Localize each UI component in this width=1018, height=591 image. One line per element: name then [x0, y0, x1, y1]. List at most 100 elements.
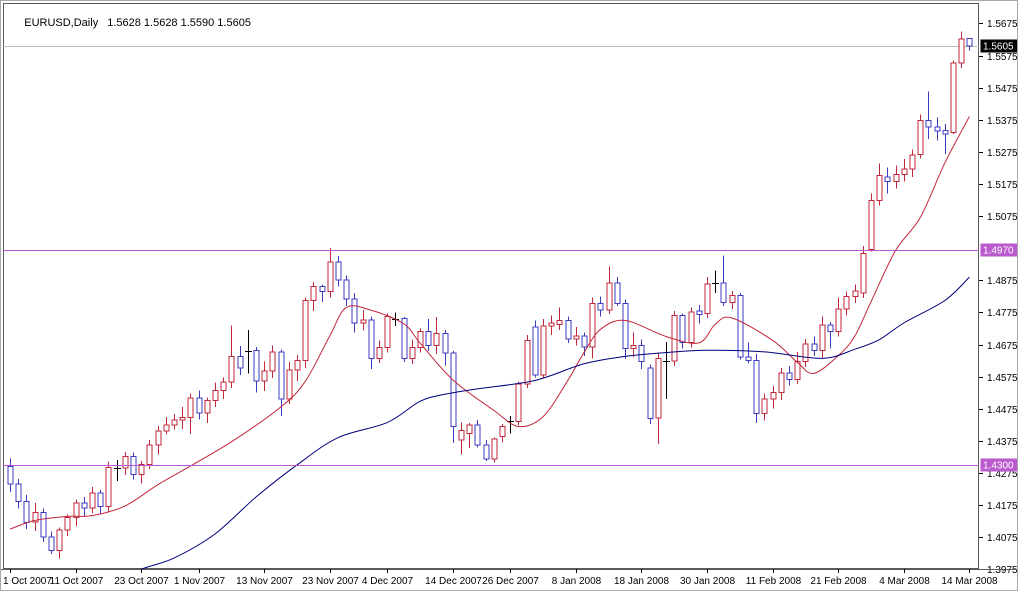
price-tick-label: 1.3975: [987, 565, 1018, 576]
candle-body: [97, 492, 104, 508]
candle-19-feb-2008: [819, 316, 826, 358]
candle-body: [491, 438, 498, 460]
candle-6-nov-2007: [220, 377, 227, 400]
candle-25-feb-2008: [852, 284, 859, 303]
candle-28-dec-2007: [524, 334, 531, 388]
candle-body: [802, 343, 809, 363]
candle-4-jan-2008: [556, 307, 563, 331]
candle-body: [770, 391, 777, 400]
candle-1-oct-2007: [7, 458, 14, 493]
candle-13-dec-2007: [442, 330, 449, 366]
candle-1-feb-2008: [720, 255, 727, 306]
candle-body: [958, 38, 965, 64]
candle-18-feb-2008: [811, 336, 818, 356]
candle-body: [73, 502, 80, 519]
candle-body: [761, 398, 768, 415]
candle-20-dec-2007: [483, 439, 490, 462]
candle-23-nov-2007: [327, 248, 334, 298]
price-tick-label: 1.5475: [987, 84, 1018, 95]
candle-7-nov-2007: [228, 325, 235, 388]
candle-10-jan-2008: [589, 297, 596, 359]
candle-body: [548, 322, 555, 327]
bid-price-badge: 1.5605: [980, 39, 1017, 53]
candle-body: [163, 424, 170, 432]
price-tick-label: 1.5175: [987, 180, 1018, 191]
candle-3-jan-2008: [548, 315, 555, 335]
price-tick-label: 1.4575: [987, 373, 1018, 384]
candle-body: [146, 444, 153, 465]
candle-10-oct-2007: [64, 514, 71, 537]
candle-body: [778, 372, 785, 393]
candle-body: [581, 335, 588, 348]
candle-body: [532, 326, 539, 376]
candle-body: [179, 416, 186, 421]
candle-body: [269, 351, 276, 372]
candle-body: [253, 350, 260, 382]
candle-3-dec-2007: [376, 340, 383, 363]
price-tick-label: 1.4375: [987, 437, 1018, 448]
candle-29-oct-2007: [171, 414, 178, 430]
candle-body: [450, 352, 457, 427]
candle-13-mar-2008: [958, 31, 965, 69]
candle-body: [64, 517, 71, 531]
candle-body: [327, 261, 334, 293]
candle-3-oct-2007: [23, 495, 30, 530]
candle-17-jan-2008: [630, 332, 637, 358]
candle-body: [737, 294, 744, 358]
date-tick-label: 1 Nov 2007: [174, 576, 226, 587]
candle-29-jan-2008: [696, 305, 703, 324]
candle-12-dec-2007: [433, 317, 440, 355]
candle-body: [753, 359, 760, 415]
candle-14-dec-2007: [450, 350, 457, 444]
candle-6-feb-2008: [745, 342, 752, 364]
candle-7-feb-2008: [753, 354, 760, 423]
candles-layer: [7, 31, 973, 559]
candle-16-oct-2007: [97, 489, 104, 514]
date-tick-label: 23 Oct 2007: [114, 576, 169, 587]
candle-body: [228, 355, 235, 383]
price-tick-label: 1.5075: [987, 212, 1018, 223]
candle-body: [474, 424, 481, 446]
candle-19-dec-2007: [474, 419, 481, 448]
candle-body: [23, 501, 30, 523]
candle-23-oct-2007: [138, 461, 145, 484]
candle-body: [565, 319, 572, 340]
candle-4-mar-2008: [901, 159, 908, 182]
candle-7-dec-2007: [409, 339, 416, 365]
price-tick-label: 1.4675: [987, 341, 1018, 352]
level-price-badge-1.4970-label: 1.4970: [983, 246, 1014, 257]
candle-23-jan-2008: [663, 341, 670, 400]
candle-body: [794, 361, 801, 381]
candle-body: [556, 319, 563, 325]
candle-body: [302, 300, 309, 361]
candle-body: [884, 176, 891, 183]
date-tick-label: 30 Jan 2008: [680, 576, 735, 587]
ma-slow-navy-line: [140, 276, 970, 569]
candle-3-mar-2008: [893, 165, 900, 189]
candle-30-oct-2007: [179, 407, 186, 429]
candle-21-nov-2007: [310, 281, 317, 311]
candle-22-jan-2008: [655, 352, 662, 445]
candle-body: [966, 37, 973, 47]
candle-12-mar-2008: [950, 60, 957, 135]
candle-22-oct-2007: [130, 452, 137, 480]
candle-5-oct-2007: [40, 508, 47, 543]
level-price-badge-1.4970: 1.4970: [980, 243, 1017, 257]
date-tick-label: 13 Nov 2007: [236, 576, 293, 587]
candle-5-feb-2008: [737, 293, 744, 360]
price-tick-label: 1.5575: [987, 52, 1018, 63]
candle-body: [458, 429, 465, 441]
candle-body: [876, 174, 883, 201]
candle-31-dec-2007: [532, 320, 539, 378]
candle-27-nov-2007: [343, 275, 350, 306]
candle-16-jan-2008: [622, 299, 629, 359]
candle-body: [835, 308, 842, 332]
candle-8-jan-2008: [573, 326, 580, 346]
level-price-badge-1.4970-bg: [980, 243, 1017, 257]
candle-body: [925, 120, 932, 128]
price-tick-label: 1.4175: [987, 501, 1018, 512]
candle-body: [647, 367, 654, 419]
candle-28-nov-2007: [351, 293, 358, 333]
